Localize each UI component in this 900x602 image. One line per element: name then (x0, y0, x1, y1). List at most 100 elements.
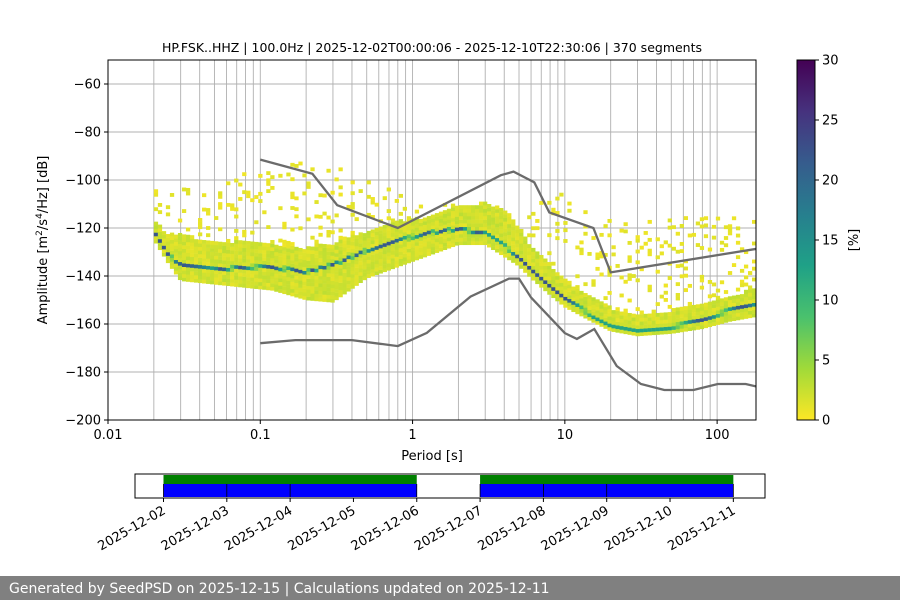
density-cell (286, 258, 291, 263)
density-cell (647, 237, 652, 242)
density-cell (699, 278, 705, 283)
density-cell (193, 264, 199, 269)
density-cell (354, 238, 359, 243)
density-cell (238, 265, 243, 270)
density-cell (210, 276, 215, 281)
density-cell (454, 230, 460, 235)
density-cell (310, 282, 315, 287)
density-cell (442, 246, 448, 251)
density-cell (390, 247, 395, 252)
density-cell (193, 278, 199, 283)
density-cell (495, 219, 500, 224)
density-cell (218, 277, 223, 282)
density-cell (495, 234, 500, 239)
density-cell (358, 257, 363, 262)
density-cell (551, 283, 556, 288)
density-cell (358, 189, 363, 194)
density-cell (623, 315, 628, 320)
density-cell (394, 263, 399, 268)
density-cell (611, 317, 616, 322)
density-cell (338, 253, 343, 258)
density-cell (426, 248, 432, 253)
density-cell (197, 279, 203, 284)
density-cell (290, 206, 295, 210)
density-cell (294, 164, 299, 168)
density-cell (551, 294, 556, 299)
density-cell (302, 281, 307, 286)
density-cell (342, 247, 347, 252)
density-cell (527, 233, 532, 238)
density-cell (234, 261, 239, 266)
density-cell (302, 277, 307, 282)
density-cell (651, 331, 656, 336)
density-cell (286, 266, 291, 270)
density-cell (599, 304, 604, 309)
density-cell (165, 237, 171, 242)
density-cell (487, 207, 492, 212)
density-cell (306, 278, 311, 283)
density-cell (647, 320, 652, 325)
density-cell (559, 293, 564, 298)
density-cell (707, 247, 713, 252)
density-cell (334, 267, 339, 272)
density-cell (202, 265, 207, 270)
density-cell (511, 237, 516, 242)
density-cell (318, 247, 323, 252)
density-cell (370, 251, 375, 255)
density-cell (591, 304, 596, 309)
density-cell (234, 243, 239, 248)
density-cell (535, 219, 540, 223)
density-cell (491, 224, 496, 229)
density-cell (350, 259, 355, 264)
density-cell (206, 251, 211, 256)
density-cell (346, 287, 351, 292)
footer-text: Generated by SeedPSD on 2025-12-15 | Cal… (9, 581, 550, 597)
density-cell (434, 245, 440, 250)
density-cell (503, 235, 508, 240)
density-cell (342, 283, 347, 288)
density-cell (446, 237, 452, 242)
density-cell (338, 235, 343, 240)
density-cell (330, 259, 335, 264)
density-cell (491, 231, 496, 236)
density-cell (362, 251, 367, 255)
density-cell (458, 205, 464, 210)
density-cell (165, 234, 171, 238)
density-cell (338, 268, 343, 273)
density-cell (547, 290, 552, 295)
density-cell (707, 323, 713, 328)
density-cell (499, 211, 504, 216)
density-cell (278, 238, 283, 243)
density-cell (306, 185, 311, 189)
density-cell (639, 324, 644, 329)
density-cell (169, 236, 175, 241)
density-cell (603, 314, 608, 319)
density-cell (246, 262, 251, 267)
density-cell (563, 221, 568, 225)
density-cell (699, 285, 705, 290)
nlnm-line (260, 277, 756, 392)
density-cell (169, 243, 175, 248)
density-cell (487, 225, 492, 230)
density-cell (639, 245, 644, 250)
density-cell (298, 258, 303, 263)
density-cell (366, 241, 371, 246)
density-cell (398, 219, 403, 223)
density-cell (579, 312, 584, 317)
density-cell (719, 305, 725, 310)
density-cell (603, 252, 608, 257)
density-cell (298, 287, 303, 292)
density-cell (607, 290, 612, 295)
density-cell (334, 260, 339, 265)
density-cell (310, 250, 315, 255)
density-cell (591, 308, 596, 312)
density-cell (286, 248, 291, 252)
density-cell (306, 253, 311, 258)
density-cell (446, 226, 452, 231)
density-cell (189, 267, 195, 272)
density-cell (378, 244, 383, 249)
density-cell (366, 245, 371, 250)
density-cell (527, 247, 532, 252)
density-cell (206, 247, 211, 252)
